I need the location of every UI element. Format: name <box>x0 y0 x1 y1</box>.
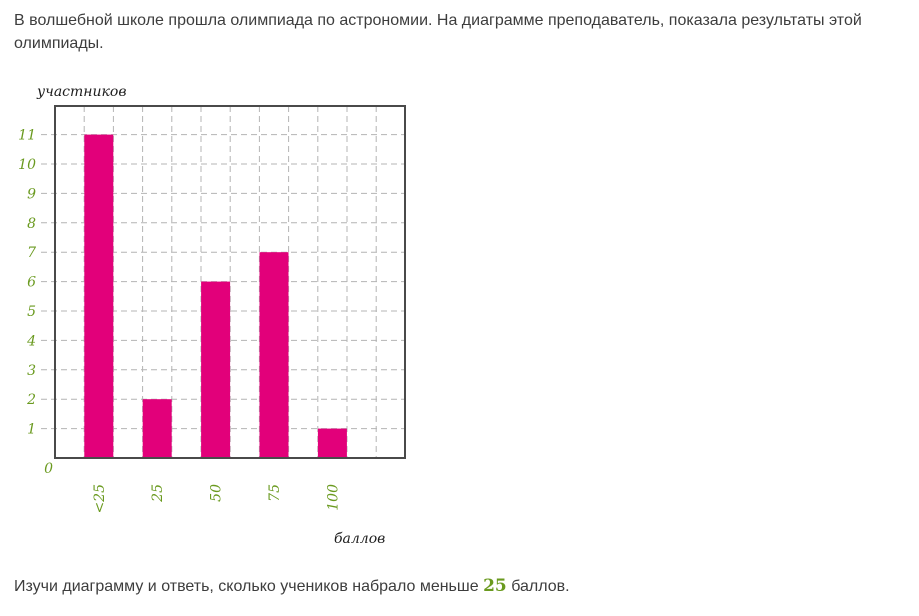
chart-bars <box>84 134 347 458</box>
y-tick-label: 4 <box>26 333 36 349</box>
chart-frame <box>54 105 406 459</box>
x-tick-label: 75 <box>267 484 283 502</box>
y-tick-label: 8 <box>27 216 36 232</box>
task-text-before: Изучи диаграмму и ответь, сколько ученик… <box>14 578 479 595</box>
y-tick-label: 1 <box>27 422 36 438</box>
x-tick-label: 25 <box>150 484 166 503</box>
y-tick-label: 9 <box>27 186 36 202</box>
bar-3 <box>259 252 289 458</box>
y-tick-label: 3 <box>27 363 36 379</box>
y-tick-label: 2 <box>26 392 36 408</box>
bar-2 <box>201 281 231 458</box>
bar-0 <box>84 134 114 458</box>
task-number: 25 <box>483 576 507 596</box>
y-tick-label: 10 <box>18 157 36 173</box>
x-tick-label: <25 <box>92 484 108 514</box>
x-tick-label: 100 <box>325 484 341 511</box>
y-tick-label: 0 <box>44 461 53 477</box>
y-tick-label: 7 <box>27 245 36 261</box>
y-tick-label: 11 <box>18 128 36 144</box>
y-axis-label: участников <box>36 84 126 100</box>
task-text-after: баллов. <box>511 578 570 595</box>
question-text: В волшебной школе прошла олимпиада по ас… <box>14 12 862 52</box>
x-axis-label: баллов <box>334 531 385 547</box>
bar-1 <box>142 399 172 458</box>
y-tick-label: 5 <box>27 304 36 320</box>
y-tick-labels: 0 1 2 3 4 5 6 7 8 9 10 11 <box>18 128 53 477</box>
y-tick-label: 6 <box>27 275 36 291</box>
bar-chart: 0 1 2 3 4 5 6 7 8 9 10 11 <25 25 50 75 100 участников б… <box>18 84 406 547</box>
x-tick-label: 50 <box>209 484 225 502</box>
x-tick-labels: <25 25 50 75 100 <box>92 484 342 514</box>
bar-4 <box>317 428 347 458</box>
task-text: Изучи диаграмму и ответь, сколько ученик… <box>14 575 894 598</box>
